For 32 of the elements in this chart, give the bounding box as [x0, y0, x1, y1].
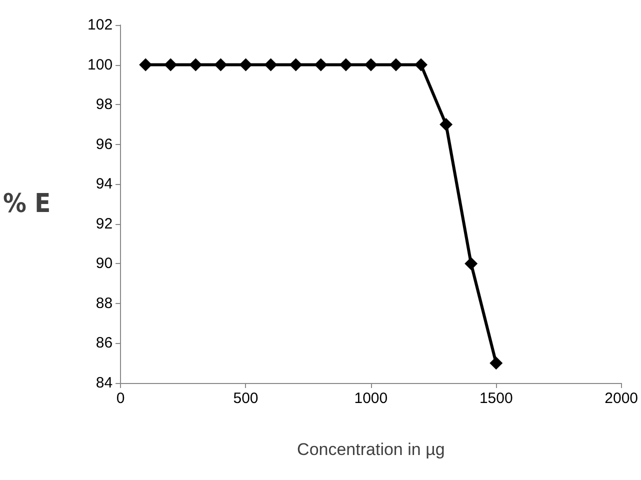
x-tick-label: 1000: [354, 390, 388, 407]
y-tick-label: 90: [96, 255, 113, 272]
point: [364, 58, 378, 72]
y-tick-label: 100: [88, 56, 113, 74]
point: [139, 58, 152, 72]
x-tick-label: 1500: [479, 390, 513, 407]
point: [289, 58, 302, 72]
point: [339, 58, 352, 72]
x-tick-label: 2000: [604, 390, 638, 407]
point: [464, 257, 478, 270]
point: [214, 58, 228, 72]
x-tick-label: 500: [233, 390, 258, 407]
point: [490, 356, 503, 370]
point: [389, 58, 402, 72]
y-tick-label: 94: [96, 176, 113, 193]
y-tick-label: 92: [96, 215, 113, 232]
point: [189, 58, 202, 72]
y-tick-label: 88: [96, 294, 113, 312]
y-tick-label: 86: [96, 334, 113, 352]
y-tick-label: 102: [88, 16, 113, 34]
point: [414, 58, 428, 72]
x-tick-label: 0: [116, 390, 125, 407]
point: [314, 58, 328, 72]
point: [440, 118, 453, 131]
y-tick-label: 98: [96, 96, 113, 114]
x-axis-title: Concentration in µg: [297, 440, 445, 459]
y-tick-label: 96: [96, 136, 113, 153]
y-axis-title: % E: [2, 189, 51, 219]
point: [239, 58, 252, 72]
point: [164, 58, 178, 72]
point: [264, 58, 278, 72]
y-tick-label: 84: [96, 374, 113, 392]
